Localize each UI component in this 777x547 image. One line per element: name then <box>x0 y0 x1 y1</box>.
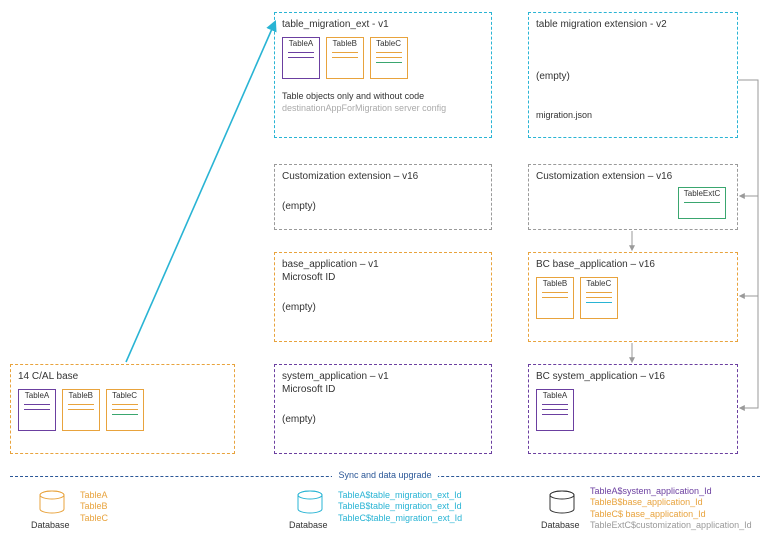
title: 14 C/AL base <box>18 370 227 383</box>
box-mig-ext-v2: table migration extension - v2 (empty) m… <box>528 12 738 138</box>
empty-label: (empty) <box>282 302 484 313</box>
title: Customization extension – v16 <box>536 170 730 183</box>
db-label-left: Database <box>31 520 70 530</box>
db-lines-right: TableA$system_application_Id TableB$base… <box>590 486 752 531</box>
db-label-right: Database <box>541 520 580 530</box>
table-ext-c: TableExtC <box>678 187 726 219</box>
db-cyl-left <box>38 490 66 518</box>
box-cust-left: Customization extension – v16 (empty) <box>274 164 492 230</box>
box-cust-right: Customization extension – v16 TableExtC <box>528 164 738 230</box>
divider-label: Sync and data upgrade <box>332 470 437 480</box>
db-lines-mid: TableA$table_migration_ext_Id TableB$tab… <box>338 490 462 524</box>
table-a: TableA <box>536 389 574 431</box>
title: system_application – v1 <box>282 370 484 383</box>
subtitle: Microsoft ID <box>282 271 484 284</box>
table-row: TableA <box>536 387 730 433</box>
table-row: TableA TableB TableC <box>282 35 484 81</box>
caption: Table objects only and without code <box>282 91 484 101</box>
empty-label: (empty) <box>536 71 730 82</box>
db-cyl-mid <box>296 490 324 518</box>
title: BC base_application – v16 <box>536 258 730 271</box>
empty-label: (empty) <box>282 414 484 425</box>
table-c: TableC <box>370 37 408 79</box>
title: table_migration_ext - v1 <box>282 18 484 31</box>
table-b: TableB <box>62 389 100 431</box>
db-label-mid: Database <box>289 520 328 530</box>
empty-label: (empty) <box>282 201 484 212</box>
footnote: destinationAppForMigration server config <box>282 103 484 113</box>
db-lines-left: TableA TableB TableC <box>80 490 108 524</box>
table-c: TableC <box>106 389 144 431</box>
title: base_application – v1 <box>282 258 484 271</box>
table-b: TableB <box>326 37 364 79</box>
title: table migration extension - v2 <box>536 18 730 31</box>
footnote: migration.json <box>536 110 730 120</box>
title: Customization extension – v16 <box>282 170 484 183</box>
box-cal-base: 14 C/AL base TableA TableB TableC <box>10 364 235 454</box>
box-sys-right: BC system_application – v16 TableA <box>528 364 738 454</box>
box-mig-ext-v1: table_migration_ext - v1 TableA TableB T… <box>274 12 492 138</box>
table-row: TableA TableB TableC <box>18 387 227 433</box>
subtitle: Microsoft ID <box>282 383 484 396</box>
box-base-left: base_application – v1 Microsoft ID (empt… <box>274 252 492 342</box>
table-a: TableA <box>18 389 56 431</box>
box-sys-left: system_application – v1 Microsoft ID (em… <box>274 364 492 454</box>
table-c: TableC <box>580 277 618 319</box>
title: BC system_application – v16 <box>536 370 730 383</box>
table-b: TableB <box>536 277 574 319</box>
table-row: TableB TableC <box>536 275 730 321</box>
table-a: TableA <box>282 37 320 79</box>
db-cyl-right <box>548 490 576 518</box>
box-base-right: BC base_application – v16 TableB TableC <box>528 252 738 342</box>
